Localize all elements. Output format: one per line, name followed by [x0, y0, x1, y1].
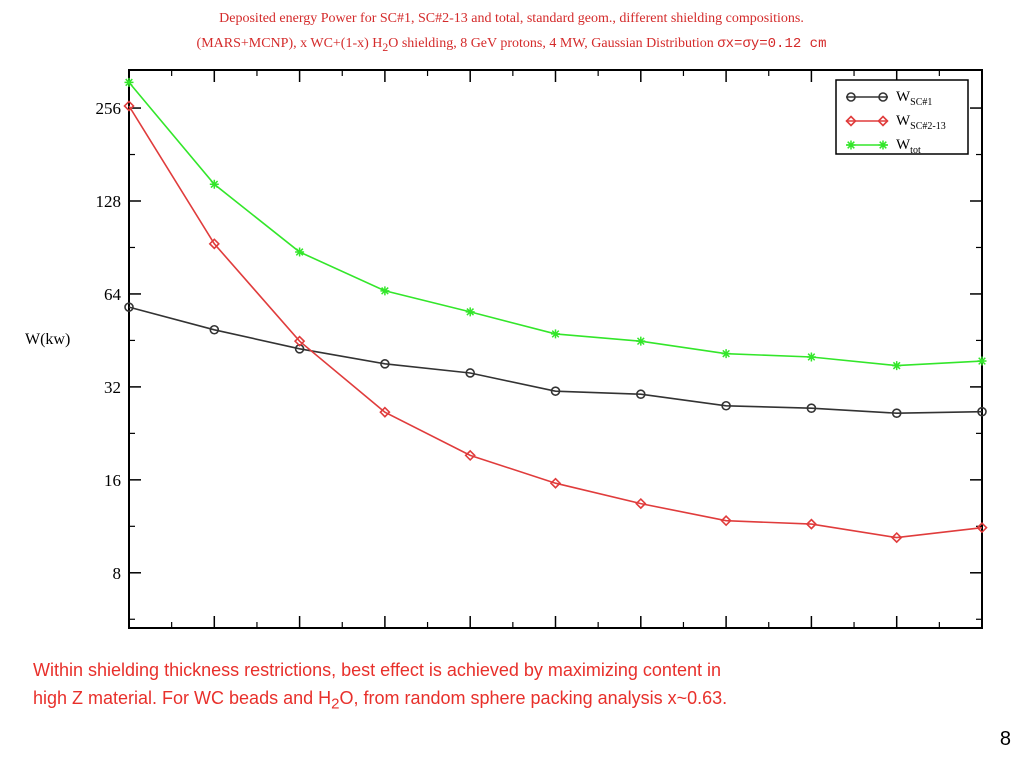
series-line-W_SC#1 [128, 306, 983, 415]
data-point-W_SC#1-6 [635, 389, 646, 400]
legend-marker-W_SC#2-13 [877, 115, 889, 127]
data-point-W_tot-5 [551, 329, 560, 339]
chart-svg: 81632641282560.10.20.30.40.50.60.70.80.9… [25, 69, 988, 629]
title-text-part1: (MARS+MCNP), x WC+(1-x) H [196, 36, 383, 51]
title-subscript: 2 [382, 40, 389, 54]
data-point-W_tot-9 [892, 361, 902, 371]
legend-marker-W_tot [846, 140, 856, 150]
data-point-W_tot-0 [124, 77, 134, 87]
y-tick-label-128: 128 [96, 192, 122, 211]
data-point-W_SC#1-0 [124, 302, 134, 312]
legend-label-subscript: SC#2-13 [910, 121, 946, 132]
data-point-W_SC#2-13-4 [464, 449, 476, 462]
chart-title-line2: (MARS+MCNP), x WC+(1-x) H2O shielding, 8… [0, 36, 1023, 54]
data-point-W_tot-3 [380, 286, 390, 296]
page-number: 8 [999, 728, 1011, 750]
legend-marker-W_tot [878, 140, 888, 150]
caption-text-part1: high Z material. For WC beads and H [33, 688, 332, 708]
legend-marker-W_SC#1 [878, 92, 888, 102]
y-axis-label: W(kw) [25, 331, 70, 348]
data-point-W_tot-8 [806, 352, 816, 362]
data-point-W_SC#1-9 [891, 408, 902, 418]
legend-label-subscript: SC#1 [910, 97, 932, 108]
caption-subscript: 2 [331, 695, 340, 713]
data-point-W_SC#1-1 [209, 324, 220, 335]
legend-label-subscript: tot [910, 145, 921, 156]
data-point-W_tot-7 [721, 349, 731, 359]
data-point-W_tot-10 [977, 356, 987, 366]
series-layer [123, 77, 988, 544]
data-point-W_SC#2-13-6 [635, 497, 647, 510]
data-point-W_tot-4 [465, 307, 475, 317]
data-point-W_tot-1 [209, 179, 219, 189]
data-point-W_SC#2-13-2 [293, 335, 306, 347]
data-point-W_SC#1-4 [465, 368, 476, 378]
y-tick-label-256: 256 [96, 99, 122, 118]
title-text-part2: O shielding, 8 GeV protons, 4 MW, Gaussi… [388, 36, 718, 51]
y-tick-label-64: 64 [104, 285, 122, 304]
data-point-W_SC#2-13-0 [123, 100, 135, 112]
data-point-W_SC#1-5 [550, 386, 561, 396]
sigma-expression: σx=σy=0.12 cm [717, 36, 827, 52]
caption-line1: Within shielding thickness restrictions,… [33, 660, 721, 680]
series-W_tot [124, 77, 987, 371]
series-line-W_SC#2-13 [128, 105, 983, 539]
data-point-W_tot-2 [295, 247, 305, 257]
chart-title-line1: Deposited energy Power for SC#1, SC#2-13… [219, 11, 804, 26]
legend-box [835, 79, 969, 155]
slide-caption: Within shielding thickness restrictions,… [33, 656, 993, 719]
series-W_SC#1 [124, 302, 987, 418]
caption-line2: high Z material. For WC beads and H2O, f… [33, 684, 993, 719]
legend-marker-W_SC#2-13 [845, 115, 857, 127]
caption-text-part2: O, from random sphere packing analysis x… [339, 688, 728, 708]
y-tick-label-16: 16 [104, 471, 121, 490]
legend-marker-W_SC#1 [846, 92, 856, 102]
data-point-W_SC#1-8 [806, 403, 817, 413]
data-point-W_SC#2-13-3 [379, 406, 391, 418]
y-tick-label-32: 32 [104, 378, 121, 397]
data-point-W_SC#1-7 [721, 400, 731, 411]
axes-group: 81632641282560.10.20.30.40.50.60.70.80.9… [25, 70, 983, 628]
data-point-W_SC#2-13-7 [720, 515, 732, 527]
y-tick-label-8: 8 [113, 564, 122, 583]
series-W_SC#2-13 [123, 100, 988, 544]
data-point-W_SC#2-13-1 [208, 238, 220, 250]
data-point-W_SC#1-10 [977, 406, 987, 417]
data-point-W_SC#2-13-8 [805, 518, 818, 530]
data-point-W_SC#1-3 [380, 359, 390, 369]
data-point-W_SC#2-13-10 [976, 522, 988, 534]
data-point-W_SC#2-13-5 [549, 477, 562, 489]
data-point-W_SC#2-13-9 [891, 531, 903, 544]
data-point-W_tot-6 [636, 336, 646, 346]
